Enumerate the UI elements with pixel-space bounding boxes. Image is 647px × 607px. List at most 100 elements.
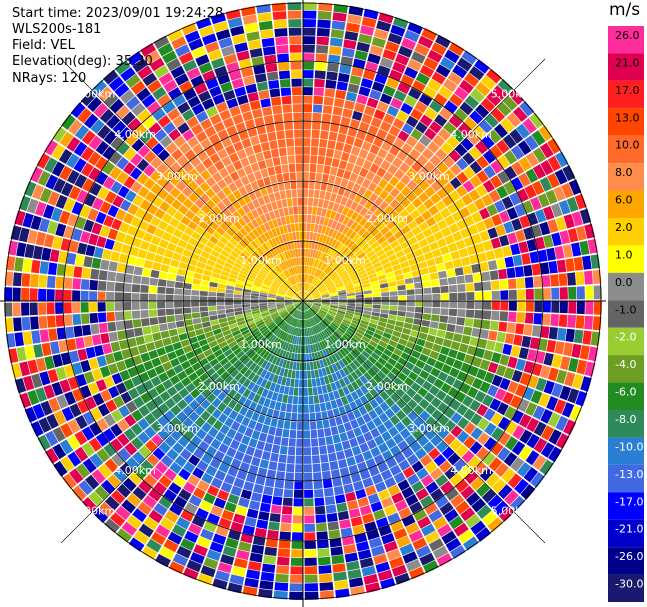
velocity-gate bbox=[243, 285, 252, 290]
velocity-gate bbox=[429, 223, 441, 234]
velocity-gate bbox=[88, 167, 101, 181]
velocity-gate bbox=[113, 395, 125, 408]
velocity-gate bbox=[47, 315, 56, 328]
velocity-gate bbox=[354, 532, 368, 544]
velocity-gate bbox=[293, 301, 302, 304]
velocity-gate bbox=[278, 308, 287, 314]
velocity-gate bbox=[290, 240, 295, 250]
velocity-gate bbox=[286, 279, 292, 287]
velocity-gate bbox=[406, 422, 418, 434]
velocity-gate bbox=[291, 258, 296, 267]
velocity-gate bbox=[323, 96, 334, 106]
velocity-gate bbox=[494, 200, 506, 213]
velocity-gate bbox=[424, 186, 436, 198]
velocity-gate bbox=[422, 380, 433, 391]
velocity-gate bbox=[285, 269, 291, 278]
velocity-gate bbox=[24, 244, 35, 259]
velocity-gate bbox=[457, 301, 466, 309]
velocity-gate bbox=[158, 239, 169, 249]
velocity-gate bbox=[491, 214, 503, 226]
velocity-gate bbox=[200, 138, 212, 150]
velocity-gate bbox=[367, 182, 378, 192]
velocity-gate bbox=[127, 366, 139, 378]
velocity-gate bbox=[251, 56, 264, 67]
velocity-gate bbox=[166, 280, 175, 288]
velocity-gate bbox=[531, 224, 543, 238]
velocity-gate bbox=[219, 357, 229, 367]
velocity-gate bbox=[330, 399, 338, 409]
velocity-gate bbox=[372, 296, 381, 301]
velocity-gate bbox=[131, 293, 140, 301]
velocity-gate bbox=[380, 469, 393, 481]
velocity-gate bbox=[358, 326, 367, 333]
velocity-gate bbox=[191, 215, 202, 225]
velocity-gate bbox=[182, 307, 192, 314]
velocity-gate bbox=[366, 224, 376, 234]
velocity-gate bbox=[420, 474, 434, 487]
velocity-gate bbox=[359, 442, 370, 453]
velocity-gate bbox=[279, 321, 286, 329]
velocity-gate bbox=[286, 198, 293, 207]
velocity-gate bbox=[311, 306, 319, 311]
velocity-gate bbox=[339, 369, 347, 378]
velocity-gate bbox=[246, 276, 255, 282]
velocity-gate bbox=[423, 287, 432, 294]
velocity-gate bbox=[378, 253, 388, 261]
velocity-gate bbox=[284, 301, 293, 303]
velocity-gate bbox=[295, 294, 302, 300]
velocity-gate bbox=[464, 374, 476, 386]
velocity-gate bbox=[344, 31, 359, 41]
velocity-gate bbox=[464, 274, 474, 283]
velocity-gate bbox=[276, 297, 285, 299]
velocity-gate bbox=[540, 326, 550, 339]
velocity-gate bbox=[563, 419, 577, 436]
velocity-gate bbox=[329, 323, 338, 331]
velocity-gate bbox=[319, 272, 326, 280]
velocity-gate bbox=[329, 210, 337, 220]
velocity-gate bbox=[273, 267, 281, 275]
velocity-gate bbox=[187, 95, 201, 108]
velocity-gate bbox=[286, 315, 292, 323]
velocity-gate bbox=[533, 438, 548, 454]
velocity-gate bbox=[312, 291, 320, 297]
velocity-gate bbox=[471, 327, 481, 338]
velocity-gate bbox=[330, 546, 344, 556]
velocity-gate bbox=[504, 490, 519, 506]
velocity-gate bbox=[266, 390, 274, 400]
velocity-gate bbox=[466, 202, 478, 215]
velocity-gate bbox=[412, 428, 424, 441]
velocity-gate bbox=[74, 446, 89, 462]
velocity-gate bbox=[278, 235, 284, 244]
velocity-gate bbox=[295, 464, 303, 473]
velocity-gate bbox=[405, 203, 416, 214]
velocity-gate bbox=[304, 506, 315, 515]
velocity-gate bbox=[190, 341, 201, 350]
velocity-gate bbox=[14, 257, 24, 272]
velocity-gate bbox=[199, 193, 210, 204]
velocity-gate bbox=[538, 393, 551, 408]
velocity-gate bbox=[299, 282, 302, 291]
velocity-gate bbox=[292, 361, 297, 370]
velocity-gate bbox=[313, 296, 321, 299]
velocity-gate bbox=[416, 203, 428, 215]
velocity-gate bbox=[314, 343, 320, 352]
velocity-gate bbox=[305, 274, 307, 283]
velocity-gate bbox=[310, 287, 316, 294]
velocity-gate bbox=[316, 360, 321, 369]
velocity-gate bbox=[149, 57, 165, 72]
velocity-gate bbox=[204, 126, 217, 138]
velocity-gate bbox=[184, 530, 199, 543]
velocity-gate bbox=[317, 548, 330, 557]
velocity-gate bbox=[441, 227, 452, 238]
velocity-gate bbox=[309, 232, 314, 241]
velocity-gate bbox=[585, 285, 594, 300]
velocity-gate bbox=[244, 146, 255, 157]
velocity-gate bbox=[21, 287, 30, 301]
velocity-gate bbox=[240, 489, 252, 500]
velocity-gate bbox=[324, 317, 332, 324]
velocity-gate bbox=[80, 90, 96, 107]
velocity-gate bbox=[313, 198, 319, 207]
velocity-gate bbox=[336, 242, 344, 251]
velocity-gate bbox=[410, 382, 421, 393]
velocity-gate bbox=[395, 409, 407, 421]
